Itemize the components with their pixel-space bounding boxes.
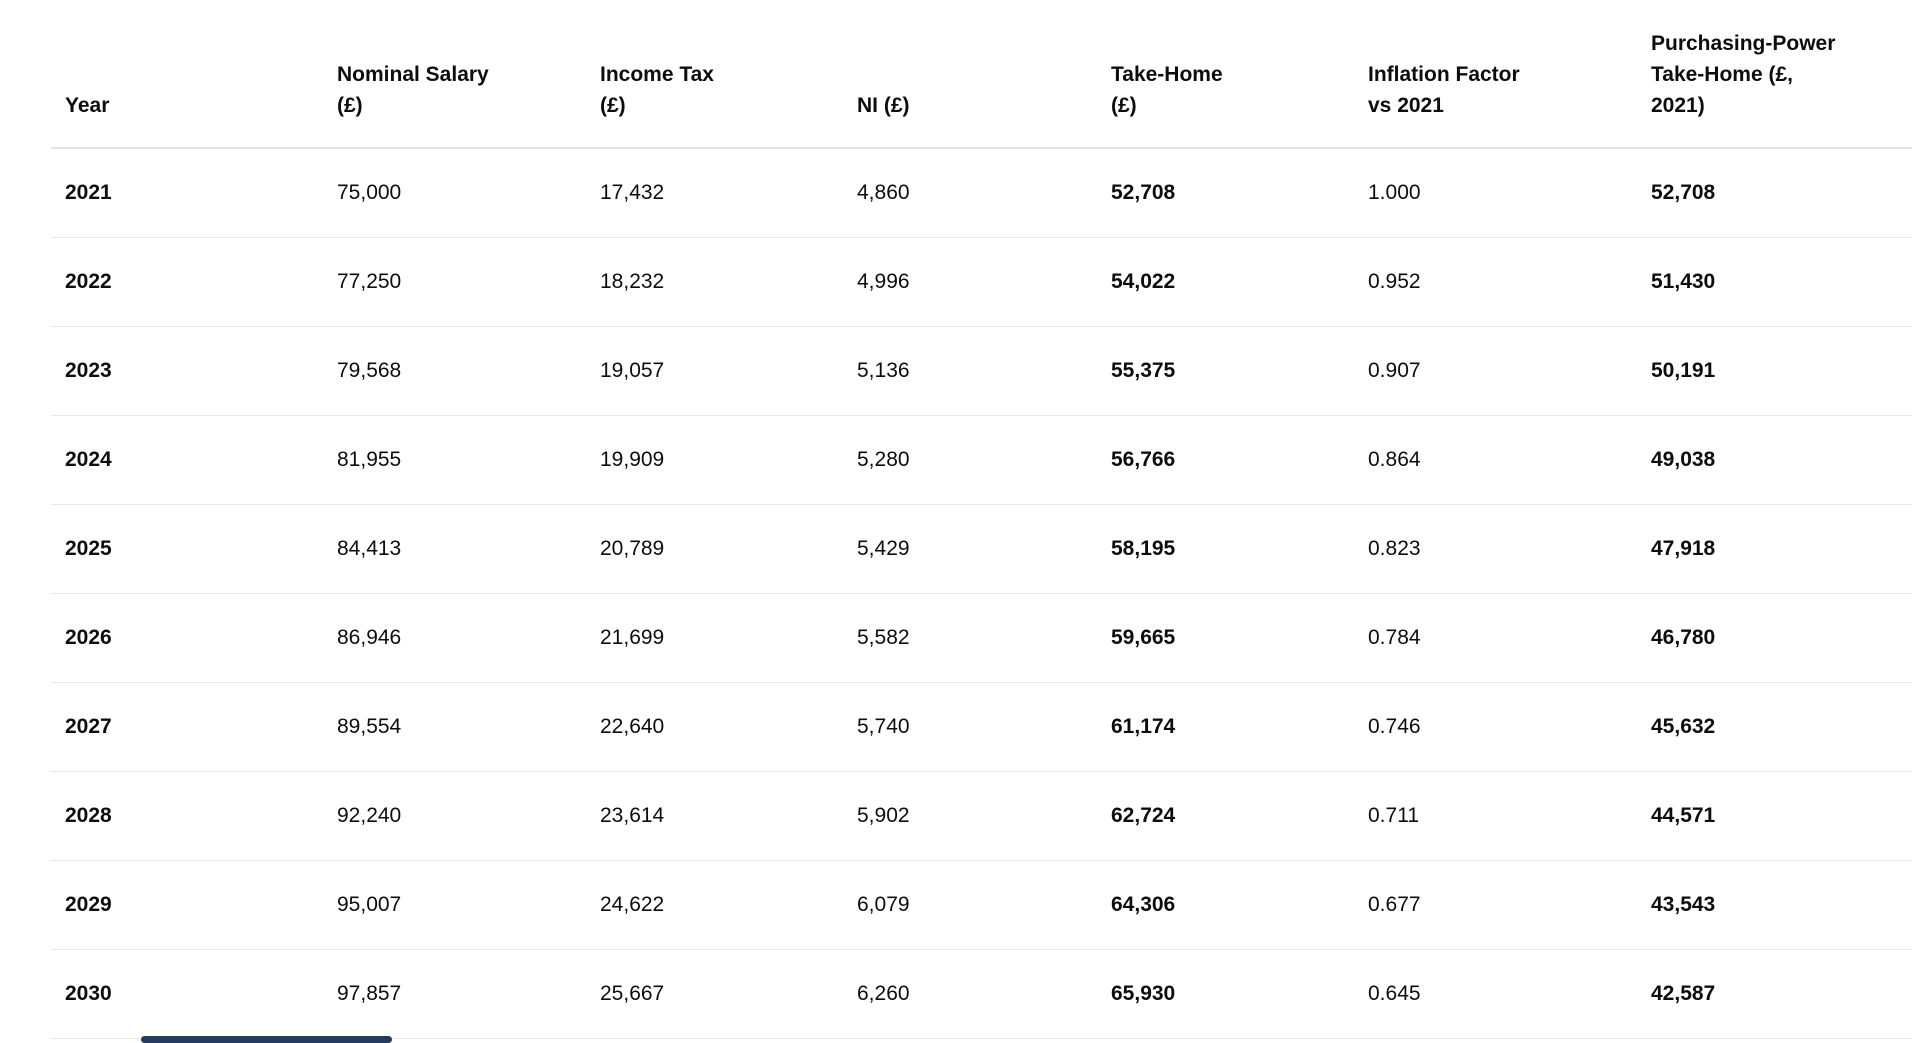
table-row: 2023 79,568 19,057 5,136 55,375 0.907 50… [51, 326, 1912, 416]
cell-inflation-factor: 1.000 [1368, 148, 1651, 238]
header-cell-inflation-factor: Inflation Factor vs 2021 [1368, 0, 1651, 149]
cell-year: 2021 [51, 148, 337, 238]
cell-year: 2025 [51, 504, 337, 594]
cell-year: 2030 [51, 949, 337, 1039]
cell-income-tax: 23,614 [600, 771, 857, 861]
table-row: 2030 97,857 25,667 6,260 65,930 0.645 42… [51, 949, 1912, 1039]
cell-take-home: 64,306 [1111, 860, 1368, 950]
cell-ni: 5,280 [857, 415, 1111, 505]
cell-nominal-salary: 81,955 [337, 415, 600, 505]
cell-pp-take-home: 42,587 [1651, 949, 1912, 1039]
cell-ni: 6,260 [857, 949, 1111, 1039]
cell-income-tax: 24,622 [600, 860, 857, 950]
table-row: 2027 89,554 22,640 5,740 61,174 0.746 45… [51, 682, 1912, 772]
table-row: 2022 77,250 18,232 4,996 54,022 0.952 51… [51, 237, 1912, 327]
cell-inflation-factor: 0.952 [1368, 237, 1651, 327]
cell-pp-take-home: 47,918 [1651, 504, 1912, 594]
cell-ni: 4,860 [857, 148, 1111, 238]
cell-inflation-factor: 0.864 [1368, 415, 1651, 505]
cell-inflation-factor: 0.711 [1368, 771, 1651, 861]
cell-year: 2026 [51, 593, 337, 683]
cell-ni: 5,136 [857, 326, 1111, 416]
header-cell-ni: NI (£) [857, 0, 1111, 149]
cell-take-home: 62,724 [1111, 771, 1368, 861]
cell-nominal-salary: 75,000 [337, 148, 600, 238]
cell-year: 2024 [51, 415, 337, 505]
header-cell-nominal-salary: Nominal Salary (£) [337, 0, 600, 149]
cell-year: 2029 [51, 860, 337, 950]
table-row: 2024 81,955 19,909 5,280 56,766 0.864 49… [51, 415, 1912, 505]
cell-income-tax: 18,232 [600, 237, 857, 327]
cell-pp-take-home: 44,571 [1651, 771, 1912, 861]
salary-table: Year Nominal Salary (£) Income Tax (£) N… [51, 0, 1912, 1039]
cell-inflation-factor: 0.907 [1368, 326, 1651, 416]
cell-pp-take-home: 46,780 [1651, 593, 1912, 683]
cell-income-tax: 20,789 [600, 504, 857, 594]
cell-take-home: 65,930 [1111, 949, 1368, 1039]
cell-take-home: 55,375 [1111, 326, 1368, 416]
header-cell-pp-take-home: Purchasing-Power Take-Home (£, 2021) [1651, 0, 1912, 149]
cell-ni: 5,740 [857, 682, 1111, 772]
cell-year: 2022 [51, 237, 337, 327]
table-row: 2021 75,000 17,432 4,860 52,708 1.000 52… [51, 148, 1912, 238]
cell-income-tax: 25,667 [600, 949, 857, 1039]
table-row: 2028 92,240 23,614 5,902 62,724 0.711 44… [51, 771, 1912, 861]
cell-take-home: 59,665 [1111, 593, 1368, 683]
header-cell-income-tax: Income Tax (£) [600, 0, 857, 149]
cell-nominal-salary: 84,413 [337, 504, 600, 594]
cell-nominal-salary: 89,554 [337, 682, 600, 772]
cell-nominal-salary: 97,857 [337, 949, 600, 1039]
cell-ni: 5,429 [857, 504, 1111, 594]
cell-year: 2028 [51, 771, 337, 861]
cell-year: 2023 [51, 326, 337, 416]
cell-pp-take-home: 51,430 [1651, 237, 1912, 327]
cell-inflation-factor: 0.823 [1368, 504, 1651, 594]
cell-inflation-factor: 0.645 [1368, 949, 1651, 1039]
cell-income-tax: 17,432 [600, 148, 857, 238]
horizontal-scrollbar-thumb[interactable] [141, 1036, 392, 1043]
cell-income-tax: 19,057 [600, 326, 857, 416]
cell-pp-take-home: 43,543 [1651, 860, 1912, 950]
cell-income-tax: 21,699 [600, 593, 857, 683]
cell-take-home: 61,174 [1111, 682, 1368, 772]
header-cell-year: Year [51, 0, 337, 149]
table-header-row: Year Nominal Salary (£) Income Tax (£) N… [51, 0, 1912, 149]
cell-income-tax: 22,640 [600, 682, 857, 772]
table-row: 2026 86,946 21,699 5,582 59,665 0.784 46… [51, 593, 1912, 683]
cell-inflation-factor: 0.784 [1368, 593, 1651, 683]
cell-nominal-salary: 79,568 [337, 326, 600, 416]
cell-ni: 5,582 [857, 593, 1111, 683]
cell-nominal-salary: 95,007 [337, 860, 600, 950]
table-row: 2029 95,007 24,622 6,079 64,306 0.677 43… [51, 860, 1912, 950]
cell-nominal-salary: 77,250 [337, 237, 600, 327]
cell-inflation-factor: 0.746 [1368, 682, 1651, 772]
cell-inflation-factor: 0.677 [1368, 860, 1651, 950]
cell-pp-take-home: 49,038 [1651, 415, 1912, 505]
cell-income-tax: 19,909 [600, 415, 857, 505]
cell-ni: 5,902 [857, 771, 1111, 861]
cell-take-home: 52,708 [1111, 148, 1368, 238]
cell-year: 2027 [51, 682, 337, 772]
cell-pp-take-home: 45,632 [1651, 682, 1912, 772]
cell-take-home: 56,766 [1111, 415, 1368, 505]
cell-take-home: 58,195 [1111, 504, 1368, 594]
cell-nominal-salary: 92,240 [337, 771, 600, 861]
cell-ni: 4,996 [857, 237, 1111, 327]
header-cell-take-home: Take-Home (£) [1111, 0, 1368, 149]
table-row: 2025 84,413 20,789 5,429 58,195 0.823 47… [51, 504, 1912, 594]
cell-pp-take-home: 50,191 [1651, 326, 1912, 416]
cell-pp-take-home: 52,708 [1651, 148, 1912, 238]
cell-take-home: 54,022 [1111, 237, 1368, 327]
cell-nominal-salary: 86,946 [337, 593, 600, 683]
cell-ni: 6,079 [857, 860, 1111, 950]
